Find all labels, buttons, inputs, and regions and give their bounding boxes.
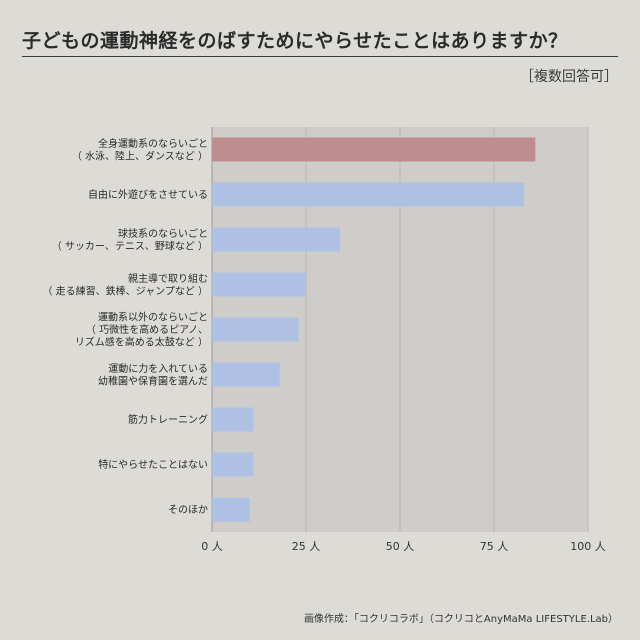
- image-credit: 画像作成：「コクリコラボ」（コクリコとAnyMaMa LIFESTYLE.Lab…: [303, 614, 618, 625]
- chart-title: 子どもの運動神経をのばすためにやらせたことはありますか？: [22, 30, 568, 52]
- bar-4: [212, 317, 299, 342]
- category-label-0: 全身運動系のならいごと（ 水泳、陸上、ダンスなど ）: [72, 137, 208, 163]
- category-label-1: 自由に外遊びをさせている: [88, 188, 208, 201]
- category-label-0-line-1: （ 水泳、陸上、ダンスなど ）: [72, 149, 208, 162]
- category-label-2-line-1: （ サッカー、テニス、野球など ）: [52, 239, 208, 252]
- tick-label-0: 0 人: [201, 540, 223, 553]
- bar-0: [212, 137, 536, 162]
- category-label-7-line-0: 特にやらせたことはない: [98, 459, 208, 471]
- category-label-4-line-2: リズム感を高める太鼓など ）: [75, 336, 208, 349]
- bar-3: [212, 272, 306, 297]
- bar-1: [212, 182, 525, 207]
- multiple-answer-note: ［複数回答可］: [520, 69, 618, 85]
- category-label-3-line-0: 親主導で取り組む: [128, 272, 208, 285]
- category-label-6-line-0: 筋力トレーニング: [128, 413, 208, 426]
- category-label-4-line-0: 運動系以外のならいごと: [98, 311, 208, 324]
- category-label-4-line-1: （ 巧微性を高めるピアノ、: [86, 323, 208, 336]
- category-label-7: 特にやらせたことはない: [98, 459, 208, 471]
- title-divider: [22, 56, 618, 57]
- category-label-3-line-1: （ 走る練習、鉄棒、ジャンプなど ）: [42, 284, 208, 297]
- category-label-6: 筋力トレーニング: [128, 413, 208, 426]
- category-label-2: 球技系のならいごと（ サッカー、テニス、野球など ）: [52, 227, 208, 253]
- tick-label-1: 25 人: [292, 540, 321, 553]
- bar-5: [212, 362, 280, 387]
- category-label-5: 運動に力を入れている幼稚園や保育園を選んだ: [98, 362, 208, 388]
- category-label-8: そのほか: [168, 504, 208, 516]
- category-label-4: 運動系以外のならいごと（ 巧微性を高めるピアノ、リズム感を高める太鼓など ）: [75, 311, 208, 349]
- tick-label-2: 50 人: [386, 540, 415, 553]
- bar-2: [212, 227, 340, 252]
- category-label-0-line-0: 全身運動系のならいごと: [98, 137, 208, 150]
- bar-8: [212, 497, 250, 522]
- bar-6: [212, 407, 254, 432]
- category-label-1-line-0: 自由に外遊びをさせている: [88, 188, 208, 201]
- category-label-5-line-1: 幼稚園や保育園を選んだ: [98, 374, 208, 387]
- tick-label-4: 100 人: [570, 540, 606, 553]
- bar-7: [212, 452, 254, 477]
- category-label-2-line-0: 球技系のならいごと: [118, 227, 208, 240]
- category-label-5-line-0: 運動に力を入れている: [108, 362, 208, 375]
- category-label-8-line-0: そのほか: [168, 504, 208, 516]
- category-label-3: 親主導で取り組む（ 走る練習、鉄棒、ジャンプなど ）: [42, 272, 208, 298]
- tick-label-3: 75 人: [480, 540, 509, 553]
